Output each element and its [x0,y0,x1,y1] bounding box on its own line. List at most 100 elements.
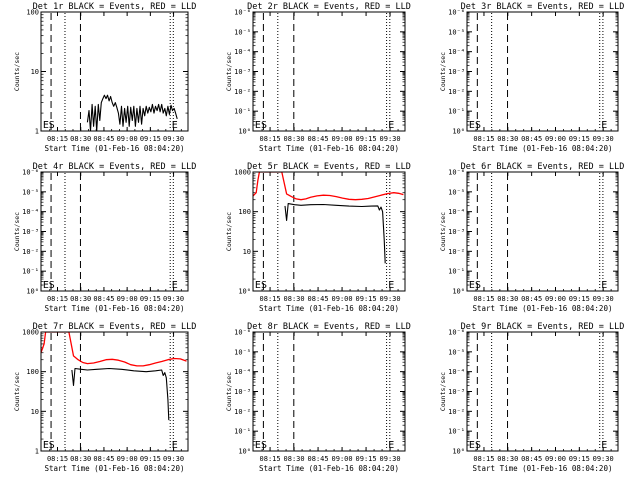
y-tick-label: 10 [31,408,39,416]
y-tick-label: 10⁻⁴ [22,208,39,216]
x-tick-label: 09:30 [380,295,401,303]
y-tick-label: 10⁻⁵ [234,348,251,356]
y-tick-label: 10⁰ [452,448,465,456]
y-tick-label: 10⁻⁴ [234,368,251,376]
y-tick-label: 10⁻³ [234,388,251,396]
marker-label: E [388,280,394,291]
y-tick-label: 10⁻² [448,248,465,256]
marker-label: E [601,440,607,451]
y-tick-label: 1000 [22,329,39,337]
y-tick-label: 10⁻¹ [448,268,465,276]
x-tick-label: 09:15 [140,135,161,143]
x-axis-label: Start Time (01-Feb-16 08:04:20) [259,144,399,153]
x-tick-label: 08:30 [70,295,91,303]
panel-det7r: Det 7r BLACK = Events, RED = LLD Start Ti… [13,322,196,473]
x-tick-label: 08:30 [70,135,91,143]
marker-label: E [172,440,178,451]
y-tick-label: 10⁻⁶ [22,169,39,177]
y-tick-label: 10⁻⁶ [448,169,465,177]
x-tick-label: 08:30 [497,295,518,303]
marker-label: S [475,280,481,291]
x-tick-label: 09:15 [356,295,377,303]
marker-label: E [388,440,394,451]
x-tick-label: 08:45 [93,295,114,303]
marker-label: E [172,120,178,131]
y-tick-label: 10⁻⁶ [448,9,465,17]
x-tick-label: 09:15 [140,295,161,303]
y-tick-label: 10⁻⁶ [448,329,465,337]
panel-title: Det 1r BLACK = Events, RED = LLD [33,2,197,12]
x-tick-label: 08:15 [473,295,494,303]
y-tick-label: 10⁻⁴ [448,48,465,56]
plot-frame [466,11,619,132]
panel-det6r: Det 6r BLACK = Events, RED = LLD Start Ti… [439,162,624,313]
x-axis-label: Start Time (01-Feb-16 08:04:20) [45,144,185,153]
x-tick-label: 09:30 [380,455,401,463]
x-axis-label: Start Time (01-Feb-16 08:04:20) [45,464,185,473]
panel-title: Det 9r BLACK = Events, RED = LLD [461,322,625,332]
y-tick-label: 10⁻⁴ [448,208,465,216]
panel-title: Det 6r BLACK = Events, RED = LLD [461,162,625,172]
y-tick-label: 100 [26,9,39,17]
event-rate-line [71,367,170,421]
y-axis-label: Counts/sec [439,372,447,411]
x-axis-label: Start Time (01-Feb-16 08:04:20) [259,304,399,313]
x-tick-label: 08:45 [308,295,329,303]
marker-label: E [43,280,49,291]
panel-det3r: Det 3r BLACK = Events, RED = LLD Start Ti… [439,2,624,153]
marker-label: E [469,120,475,131]
x-tick-label: 08:45 [521,135,542,143]
x-tick-label: 08:15 [47,455,68,463]
y-tick-label: 10⁰ [26,288,39,296]
panel-title: Det 2r BLACK = Events, RED = LLD [247,2,411,12]
x-tick-label: 09:30 [163,135,184,143]
y-tick-label: 10⁰ [452,128,465,136]
x-tick-label: 08:45 [308,135,329,143]
y-tick-label: 10⁻³ [22,228,39,236]
event-rate-line [284,203,386,264]
panel-det2r: Det 2r BLACK = Events, RED = LLD Start Ti… [225,2,411,153]
x-tick-label: 08:45 [93,455,114,463]
y-tick-label: 10⁻⁶ [234,329,251,337]
x-tick-label: 09:30 [593,135,614,143]
x-tick-label: 08:45 [93,135,114,143]
panel-det5r: Det 5r BLACK = Events, RED = LLD Start Ti… [225,162,411,313]
y-tick-label: 10⁻⁵ [22,188,39,196]
x-tick-label: 09:30 [163,455,184,463]
x-tick-label: 08:30 [284,295,305,303]
y-tick-label: 10⁻¹ [448,108,465,116]
x-tick-label: 09:00 [332,135,353,143]
y-tick-label: 10⁻⁴ [448,368,465,376]
marker-label: E [601,280,607,291]
y-axis-label: Counts/sec [13,212,21,251]
marker-label: E [469,280,475,291]
y-tick-label: 10⁻¹ [234,428,251,436]
y-tick-label: 10⁻² [234,408,251,416]
x-axis-label: Start Time (01-Feb-16 08:04:20) [473,304,613,313]
x-tick-label: 08:30 [284,135,305,143]
y-tick-label: 10⁻⁵ [448,28,465,36]
x-axis-label: Start Time (01-Feb-16 08:04:20) [473,144,613,153]
panel-title: Det 4r BLACK = Events, RED = LLD [33,162,197,172]
y-tick-label: 10⁻² [448,88,465,96]
marker-label: S [261,120,267,131]
marker-label: S [49,120,55,131]
y-tick-label: 10⁻³ [448,388,465,396]
x-axis-label: Start Time (01-Feb-16 08:04:20) [473,464,613,473]
y-axis-label: Counts/sec [225,372,233,411]
x-tick-label: 08:15 [260,455,281,463]
y-axis-label: Counts/sec [439,52,447,91]
x-tick-label: 09:00 [117,135,138,143]
x-tick-label: 09:30 [163,295,184,303]
x-tick-label: 09:00 [117,455,138,463]
x-tick-label: 08:45 [308,455,329,463]
marker-label: E [255,120,261,131]
x-axis-label: Start Time (01-Feb-16 08:04:20) [45,304,185,313]
y-tick-label: 10⁻³ [234,68,251,76]
x-tick-label: 09:30 [593,455,614,463]
x-axis-label: Start Time (01-Feb-16 08:04:20) [259,464,399,473]
x-tick-label: 09:00 [332,455,353,463]
panel-det1r: Det 1r BLACK = Events, RED = LLD Start Ti… [13,2,196,153]
x-tick-label: 09:00 [545,135,566,143]
